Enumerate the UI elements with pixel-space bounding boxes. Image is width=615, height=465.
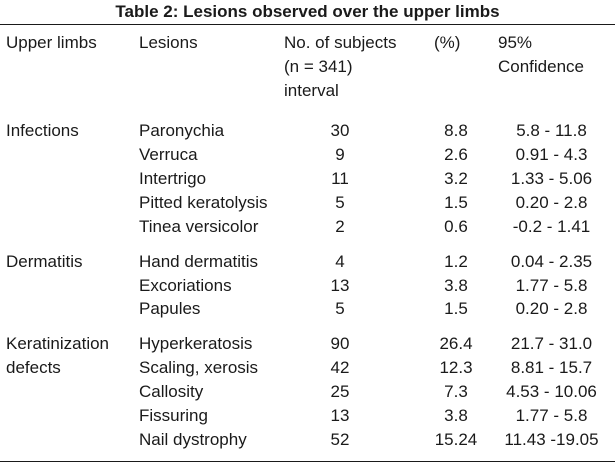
row-percent: 0.6 [444,217,468,236]
group-name-defects: defects [6,358,61,377]
row-subjects: 5 [335,299,345,318]
row-percent: 26.4 [439,334,473,353]
row-percent: 1.2 [444,252,468,271]
row-ci: 8.81 - 15.7 [510,358,593,377]
row-lesion: Fissuring [139,406,208,425]
row-ci: 5.8 - 11.8 [516,121,587,140]
row-subjects: 13 [330,406,350,425]
row-lesion: Hyperkeratosis [139,334,253,353]
row-subjects: 5 [335,193,345,212]
row-ci: 1.33 - 5.06 [510,169,593,188]
row-lesion: Nail dystrophy [139,430,247,449]
row-lesion: Pitted keratolysis [139,193,268,212]
row-lesion: Hand dermatitis [139,252,259,271]
row-percent: 2.6 [444,145,468,164]
header-upper-limbs: Upper limbs [6,33,97,52]
row-lesion: Excoriations [139,276,232,295]
row-percent: 7.3 [444,382,468,401]
row-percent: 3.8 [444,276,468,295]
row-lesion: Scaling, xerosis [139,358,259,377]
header-subjects-line1: No. of subjects [284,33,397,52]
row-ci: 21.7 - 31.0 [510,334,593,353]
row-subjects: 30 [330,121,350,140]
row-percent: 15.24 [434,430,478,449]
row-subjects: 13 [330,276,350,295]
row-ci: 4.53 - 10.06 [506,382,597,401]
row-subjects: 25 [330,382,350,401]
row-percent: 3.2 [444,169,468,188]
row-ci: -0.2 - 1.41 [512,217,591,236]
row-subjects: 9 [335,145,345,164]
row-ci: 1.77 - 5.8 [515,276,588,295]
group-name-dermatitis: Dermatitis [6,252,83,271]
group-name-keratinization: Keratinization [6,334,110,353]
row-ci: 11.43 -19.05 [504,430,599,449]
row-ci: 1.77 - 5.8 [515,406,588,425]
row-ci: 0.20 - 2.8 [515,299,588,318]
group-name-infections: Infections [6,121,79,140]
row-subjects: 4 [335,252,345,271]
row-lesion: Intertrigo [139,169,207,188]
row-lesion: Callosity [139,382,204,401]
row-lesion: Verruca [139,145,198,164]
row-subjects: 42 [330,358,350,377]
bottom-rule [0,461,615,462]
header-ci-line1: 95% [498,33,533,52]
row-subjects: 11 [331,169,349,188]
row-subjects: 2 [335,217,345,236]
header-subjects-line2: (n = 341) [284,57,353,76]
row-percent: 1.5 [444,299,468,318]
row-ci: 0.91 - 4.3 [515,145,588,164]
row-subjects: 52 [330,430,350,449]
header-subjects-line3: interval [284,81,339,100]
row-subjects: 90 [330,334,350,353]
top-rule [0,24,615,25]
row-ci: 0.20 - 2.8 [515,193,588,212]
row-percent: 12.3 [439,358,473,377]
row-lesion: Papules [139,299,201,318]
table-caption: Table 2: Lesions observed over the upper… [115,2,500,21]
row-percent: 3.8 [444,406,468,425]
row-ci: 0.04 - 2.35 [510,252,593,271]
row-percent: 1.5 [444,193,468,212]
row-lesion: Paronychia [139,121,225,140]
header-lesions: Lesions [139,33,198,52]
row-lesion: Tinea versicolor [139,217,259,236]
header-ci-line2: Confidence [498,57,585,76]
row-percent: 8.8 [444,121,468,140]
header-percent: (%) [434,33,461,52]
